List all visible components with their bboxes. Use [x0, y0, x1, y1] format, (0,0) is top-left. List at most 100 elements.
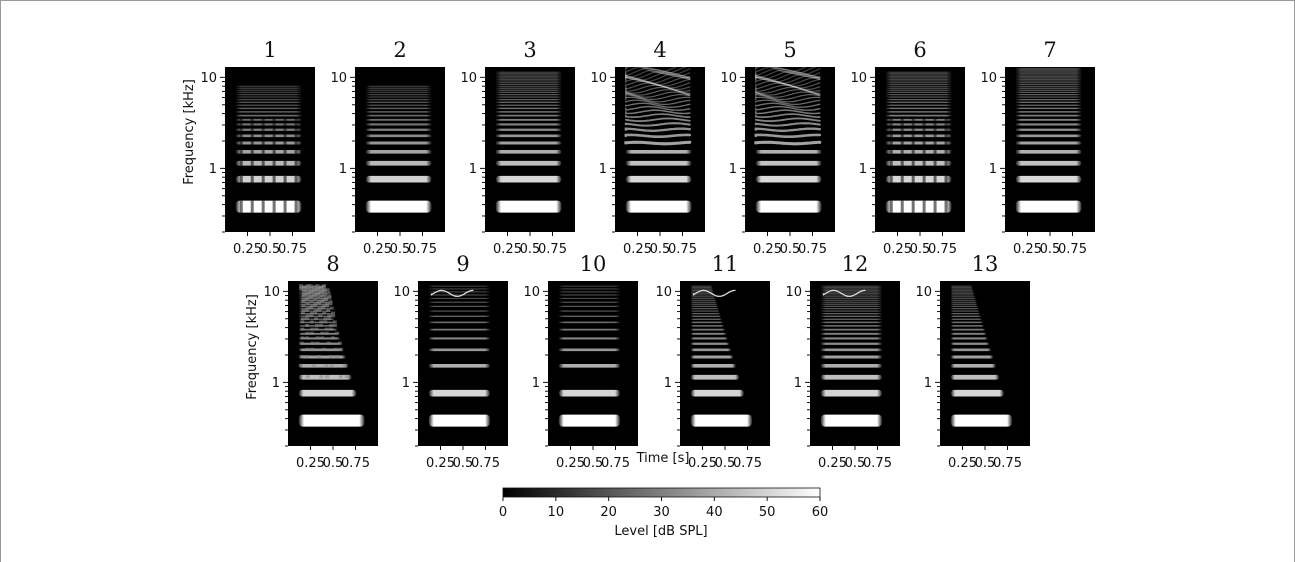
x-tick-label: 0.25: [363, 242, 392, 257]
y-tick-label: 10: [850, 71, 867, 86]
panel-title: 2: [393, 38, 406, 62]
spectrogram-panel-1: 1 1 10 0.250.50.75: [200, 38, 315, 257]
y-axis: 1 10: [393, 285, 418, 447]
spectrogram-panel-12: 12 1 10 0.250.50.75: [785, 252, 900, 471]
x-axis: 0.250.50.75: [1013, 232, 1087, 257]
y-axis-label-row2: Frequency [kHz]: [245, 294, 260, 400]
panel-title: 8: [326, 252, 339, 276]
x-tick-label: 0.75: [408, 242, 437, 257]
y-tick-label: 10: [263, 285, 280, 300]
y-axis: 1 10: [590, 71, 615, 233]
y-axis: 1 10: [785, 285, 810, 447]
y-tick-label: 1: [924, 376, 932, 391]
colorbar-tick-label: 40: [706, 505, 723, 520]
x-axis: 0.250.50.75: [426, 446, 500, 471]
y-axis-label-row1: Frequency [kHz]: [182, 79, 197, 185]
panel-title: 5: [783, 38, 796, 62]
spectrogram-panel-3: 3 1 10 0.250.50.75: [460, 38, 575, 257]
x-tick-label: 0.25: [883, 242, 912, 257]
x-axis: 0.250.50.75: [688, 446, 762, 471]
y-tick-label: 10: [460, 71, 477, 86]
y-tick-label: 10: [720, 71, 737, 86]
x-tick-label: 0.25: [233, 242, 262, 257]
y-axis: 1 10: [720, 71, 745, 233]
x-axis: 0.250.50.75: [296, 446, 370, 471]
panel-title: 4: [653, 38, 666, 62]
y-tick-label: 10: [200, 71, 217, 86]
x-axis: 0.250.50.75: [556, 446, 630, 471]
x-tick-label: 0.5: [260, 242, 281, 257]
panel-title: 10: [580, 252, 607, 276]
panel-title: 12: [842, 252, 869, 276]
x-tick-label: 0.25: [818, 456, 847, 471]
x-axis: 0.250.50.75: [818, 446, 892, 471]
x-tick-label: 0.75: [471, 456, 500, 471]
y-tick-label: 10: [785, 285, 802, 300]
x-tick-label: 0.5: [845, 456, 866, 471]
x-axis: 0.250.50.75: [363, 232, 437, 257]
x-tick-label: 0.75: [733, 456, 762, 471]
y-tick-label: 1: [989, 162, 997, 177]
x-tick-label: 0.25: [948, 456, 977, 471]
x-tick-label: 0.75: [341, 456, 370, 471]
colorbar-tick-label: 0: [499, 505, 507, 520]
x-tick-label: 0.75: [993, 456, 1022, 471]
x-tick-label: 0.75: [538, 242, 567, 257]
spectrogram-panel-5: 5 1 10 0.250.50.75: [720, 38, 835, 257]
y-tick-label: 1: [729, 162, 737, 177]
y-tick-label: 10: [915, 285, 932, 300]
y-tick-label: 10: [980, 71, 997, 86]
y-tick-label: 10: [393, 285, 410, 300]
colorbar-tick-label: 50: [759, 505, 776, 520]
y-tick-label: 1: [794, 376, 802, 391]
y-axis: 1 10: [263, 285, 288, 447]
x-tick-label: 0.5: [780, 242, 801, 257]
x-axis: 0.250.50.75: [623, 232, 697, 257]
spectrogram-panel-9: 9 1 10 0.250.50.75: [393, 252, 508, 471]
x-axis: 0.250.50.75: [233, 232, 307, 257]
y-tick-label: 1: [209, 162, 217, 177]
y-tick-label: 1: [339, 162, 347, 177]
x-tick-label: 0.25: [753, 242, 782, 257]
x-tick-label: 0.5: [323, 456, 344, 471]
x-tick-label: 0.75: [601, 456, 630, 471]
spectrogram-panel-6: 6 1 10 0.250.50.75: [850, 38, 965, 257]
x-tick-label: 0.75: [863, 456, 892, 471]
y-tick-label: 10: [523, 285, 540, 300]
y-tick-label: 10: [330, 71, 347, 86]
y-axis: 1 10: [850, 71, 875, 233]
y-tick-label: 10: [655, 285, 672, 300]
x-tick-label: 0.75: [668, 242, 697, 257]
x-tick-label: 0.75: [928, 242, 957, 257]
y-axis: 1 10: [980, 71, 1005, 233]
x-tick-label: 0.5: [975, 456, 996, 471]
colorbar: 0 10 20 30 40 50 60: [499, 487, 828, 520]
x-axis: 0.250.50.75: [883, 232, 957, 257]
panel-title: 13: [972, 252, 999, 276]
spectrogram-panel-4: 4 1 10 0.250.50.75: [590, 38, 705, 257]
x-tick-label: 0.5: [715, 456, 736, 471]
x-tick-label: 0.5: [390, 242, 411, 257]
x-tick-label: 0.75: [1058, 242, 1087, 257]
y-tick-label: 1: [599, 162, 607, 177]
panel-title: 3: [523, 38, 536, 62]
panel-title: 9: [456, 252, 469, 276]
spectrogram-panel-13: 13 1 10 0.250.50.75: [915, 252, 1030, 471]
panel-title: 6: [913, 38, 926, 62]
x-tick-label: 0.25: [688, 456, 717, 471]
y-axis: 1 10: [655, 285, 680, 447]
colorbar-label: Level [dB SPL]: [614, 524, 707, 539]
x-tick-label: 0.5: [453, 456, 474, 471]
y-axis: 1 10: [200, 71, 225, 233]
x-axis: 0.250.50.75: [753, 232, 827, 257]
y-axis: 1 10: [460, 71, 485, 233]
y-tick-label: 1: [859, 162, 867, 177]
spectrogram-panel-2: 2 1 10 0.250.50.75: [330, 38, 445, 257]
spectrogram-panel-10: 10 1 10 0.250.50.75: [523, 252, 638, 471]
x-tick-label: 0.5: [520, 242, 541, 257]
y-axis: 1 10: [330, 71, 355, 233]
x-tick-label: 0.25: [296, 456, 325, 471]
x-tick-label: 0.5: [650, 242, 671, 257]
spectrogram-panels: 11100.250.50.7521100.250.50.7531100.250.…: [200, 38, 1095, 471]
